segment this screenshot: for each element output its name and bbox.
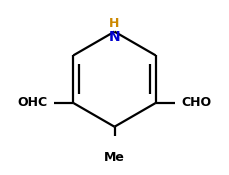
Text: Me: Me (104, 151, 125, 164)
Text: OHC: OHC (18, 96, 48, 109)
Text: N: N (109, 30, 120, 44)
Text: H: H (109, 17, 120, 30)
Text: CHO: CHO (181, 96, 211, 109)
